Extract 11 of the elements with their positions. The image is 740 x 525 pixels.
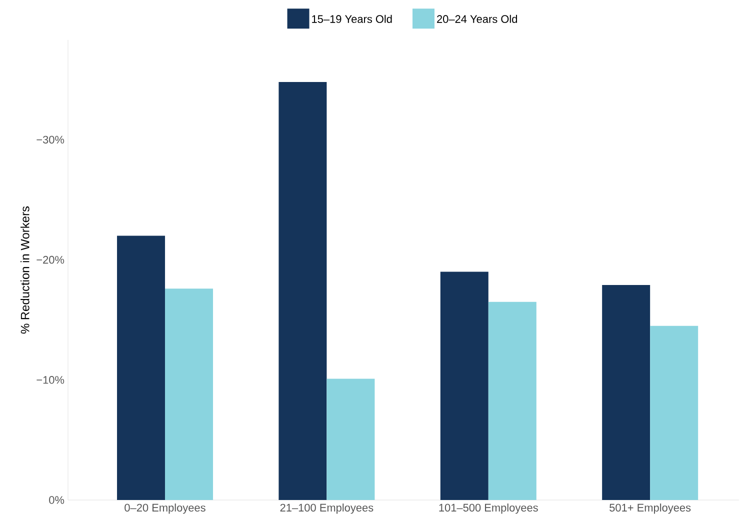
y-tick-label: 0% <box>49 496 64 504</box>
y-tick-label: −20% <box>36 256 64 264</box>
y-tick-label: −10% <box>36 376 64 384</box>
y-axis-title: % Reduction in Workers <box>20 206 30 334</box>
legend-label: 20–24 Years Old <box>437 14 518 23</box>
x-tick-label: 0–20 Employees <box>124 504 206 514</box>
x-tick-label: 21–100 Employees <box>280 504 374 514</box>
x-tick-label: 101–500 Employees <box>439 504 538 514</box>
y-tick-label: −30% <box>36 136 64 144</box>
legend-label: 15–19 Years Old <box>312 14 392 23</box>
x-tick-label: 501+ Employees <box>610 504 691 514</box>
